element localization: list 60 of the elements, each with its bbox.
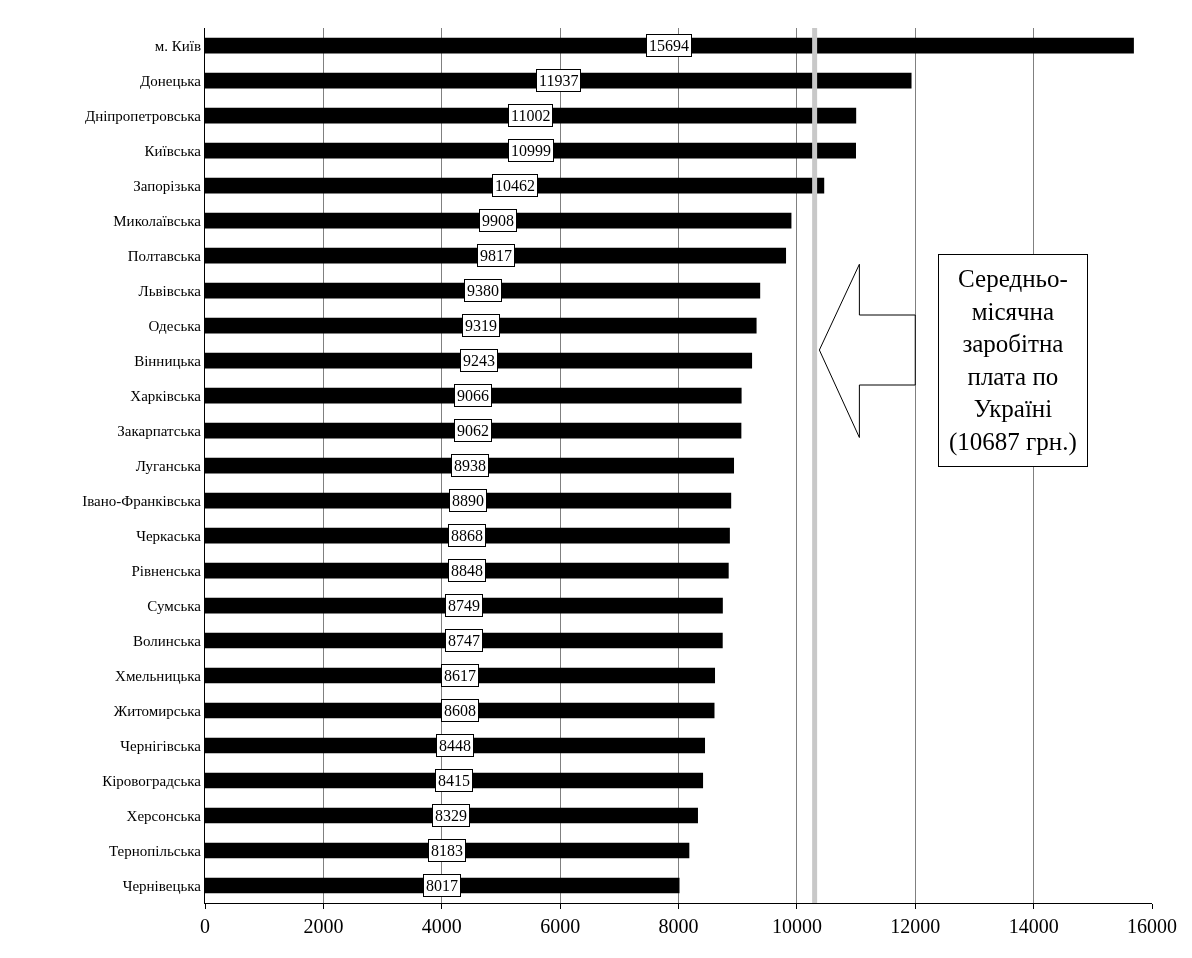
y-tick-label: Херсонська (126, 807, 202, 824)
x-tick-label: 12000 (890, 915, 941, 937)
data-label: 9908 (482, 212, 514, 229)
data-label: 8617 (444, 667, 476, 684)
y-tick-label: Хмельницька (115, 667, 202, 684)
y-tick-label: Харківська (130, 387, 202, 404)
y-tick-label: Дніпропетровська (84, 107, 202, 124)
data-label: 8448 (439, 737, 471, 754)
x-tick-label: 14000 (1008, 915, 1059, 937)
x-tick-label: 0 (200, 915, 210, 937)
data-label: 11002 (511, 107, 551, 124)
data-label: 8415 (438, 772, 470, 789)
data-label: 8868 (451, 527, 483, 544)
y-tick-label: Одеська (148, 317, 202, 334)
y-tick-label: Київська (144, 142, 202, 159)
data-label: 9062 (457, 422, 489, 439)
y-tick-label: Черкаська (136, 527, 202, 544)
y-tick-label: Сумська (147, 597, 202, 614)
data-label: 9066 (457, 387, 489, 404)
data-label: 8747 (448, 632, 480, 649)
y-tick-label: Львівська (138, 282, 202, 299)
y-tick-label: Волинська (132, 632, 202, 649)
data-label: 9319 (465, 317, 497, 334)
y-tick-label: м. Київ (154, 37, 201, 54)
data-label: 8890 (452, 492, 484, 509)
y-tick-label: Полтавська (127, 247, 202, 264)
y-tick-label: Вінницька (134, 352, 202, 369)
y-tick-label: Чернівецька (122, 877, 202, 894)
y-tick-label: Тернопільська (108, 842, 202, 859)
x-tick-label: 2000 (303, 915, 344, 937)
data-label: 11937 (539, 72, 579, 89)
data-label: 8329 (435, 807, 467, 824)
data-label: 8608 (444, 702, 476, 719)
y-tick-label: Чернігівська (120, 737, 202, 754)
data-label: 8749 (448, 597, 480, 614)
y-tick-label: Донецька (139, 72, 202, 89)
y-tick-label: Луганська (135, 457, 202, 474)
x-tick-label: 4000 (421, 915, 462, 937)
x-tick-label: 16000 (1127, 915, 1177, 937)
data-label: 10462 (495, 177, 535, 194)
x-tick-label: 6000 (540, 915, 581, 937)
data-label: 8848 (451, 562, 483, 579)
data-label: 8183 (431, 842, 463, 859)
y-tick-label: Миколаївська (113, 212, 202, 229)
data-label: 9817 (480, 247, 512, 264)
y-tick-label: Івано-Франківська (82, 492, 202, 509)
data-label: 8938 (454, 457, 486, 474)
y-tick-label: Рівненська (131, 562, 202, 579)
data-label: 9380 (467, 282, 499, 299)
annotation: Середньо- місячна заробітна плата по Україні (10687 грн.) (949, 265, 1077, 456)
x-tick-label: 10000 (771, 915, 822, 937)
y-tick-label: Житомирська (113, 702, 202, 719)
data-label: 8017 (426, 877, 458, 894)
data-label: 10999 (511, 142, 551, 159)
data-label: 9243 (463, 352, 495, 369)
y-tick-label: Закарпатська (117, 422, 202, 439)
x-tick-label: 8000 (658, 915, 699, 937)
y-tick-label: Запорізька (133, 177, 202, 194)
y-tick-label: Кіровоградська (102, 772, 202, 789)
data-label: 15694 (649, 37, 689, 54)
